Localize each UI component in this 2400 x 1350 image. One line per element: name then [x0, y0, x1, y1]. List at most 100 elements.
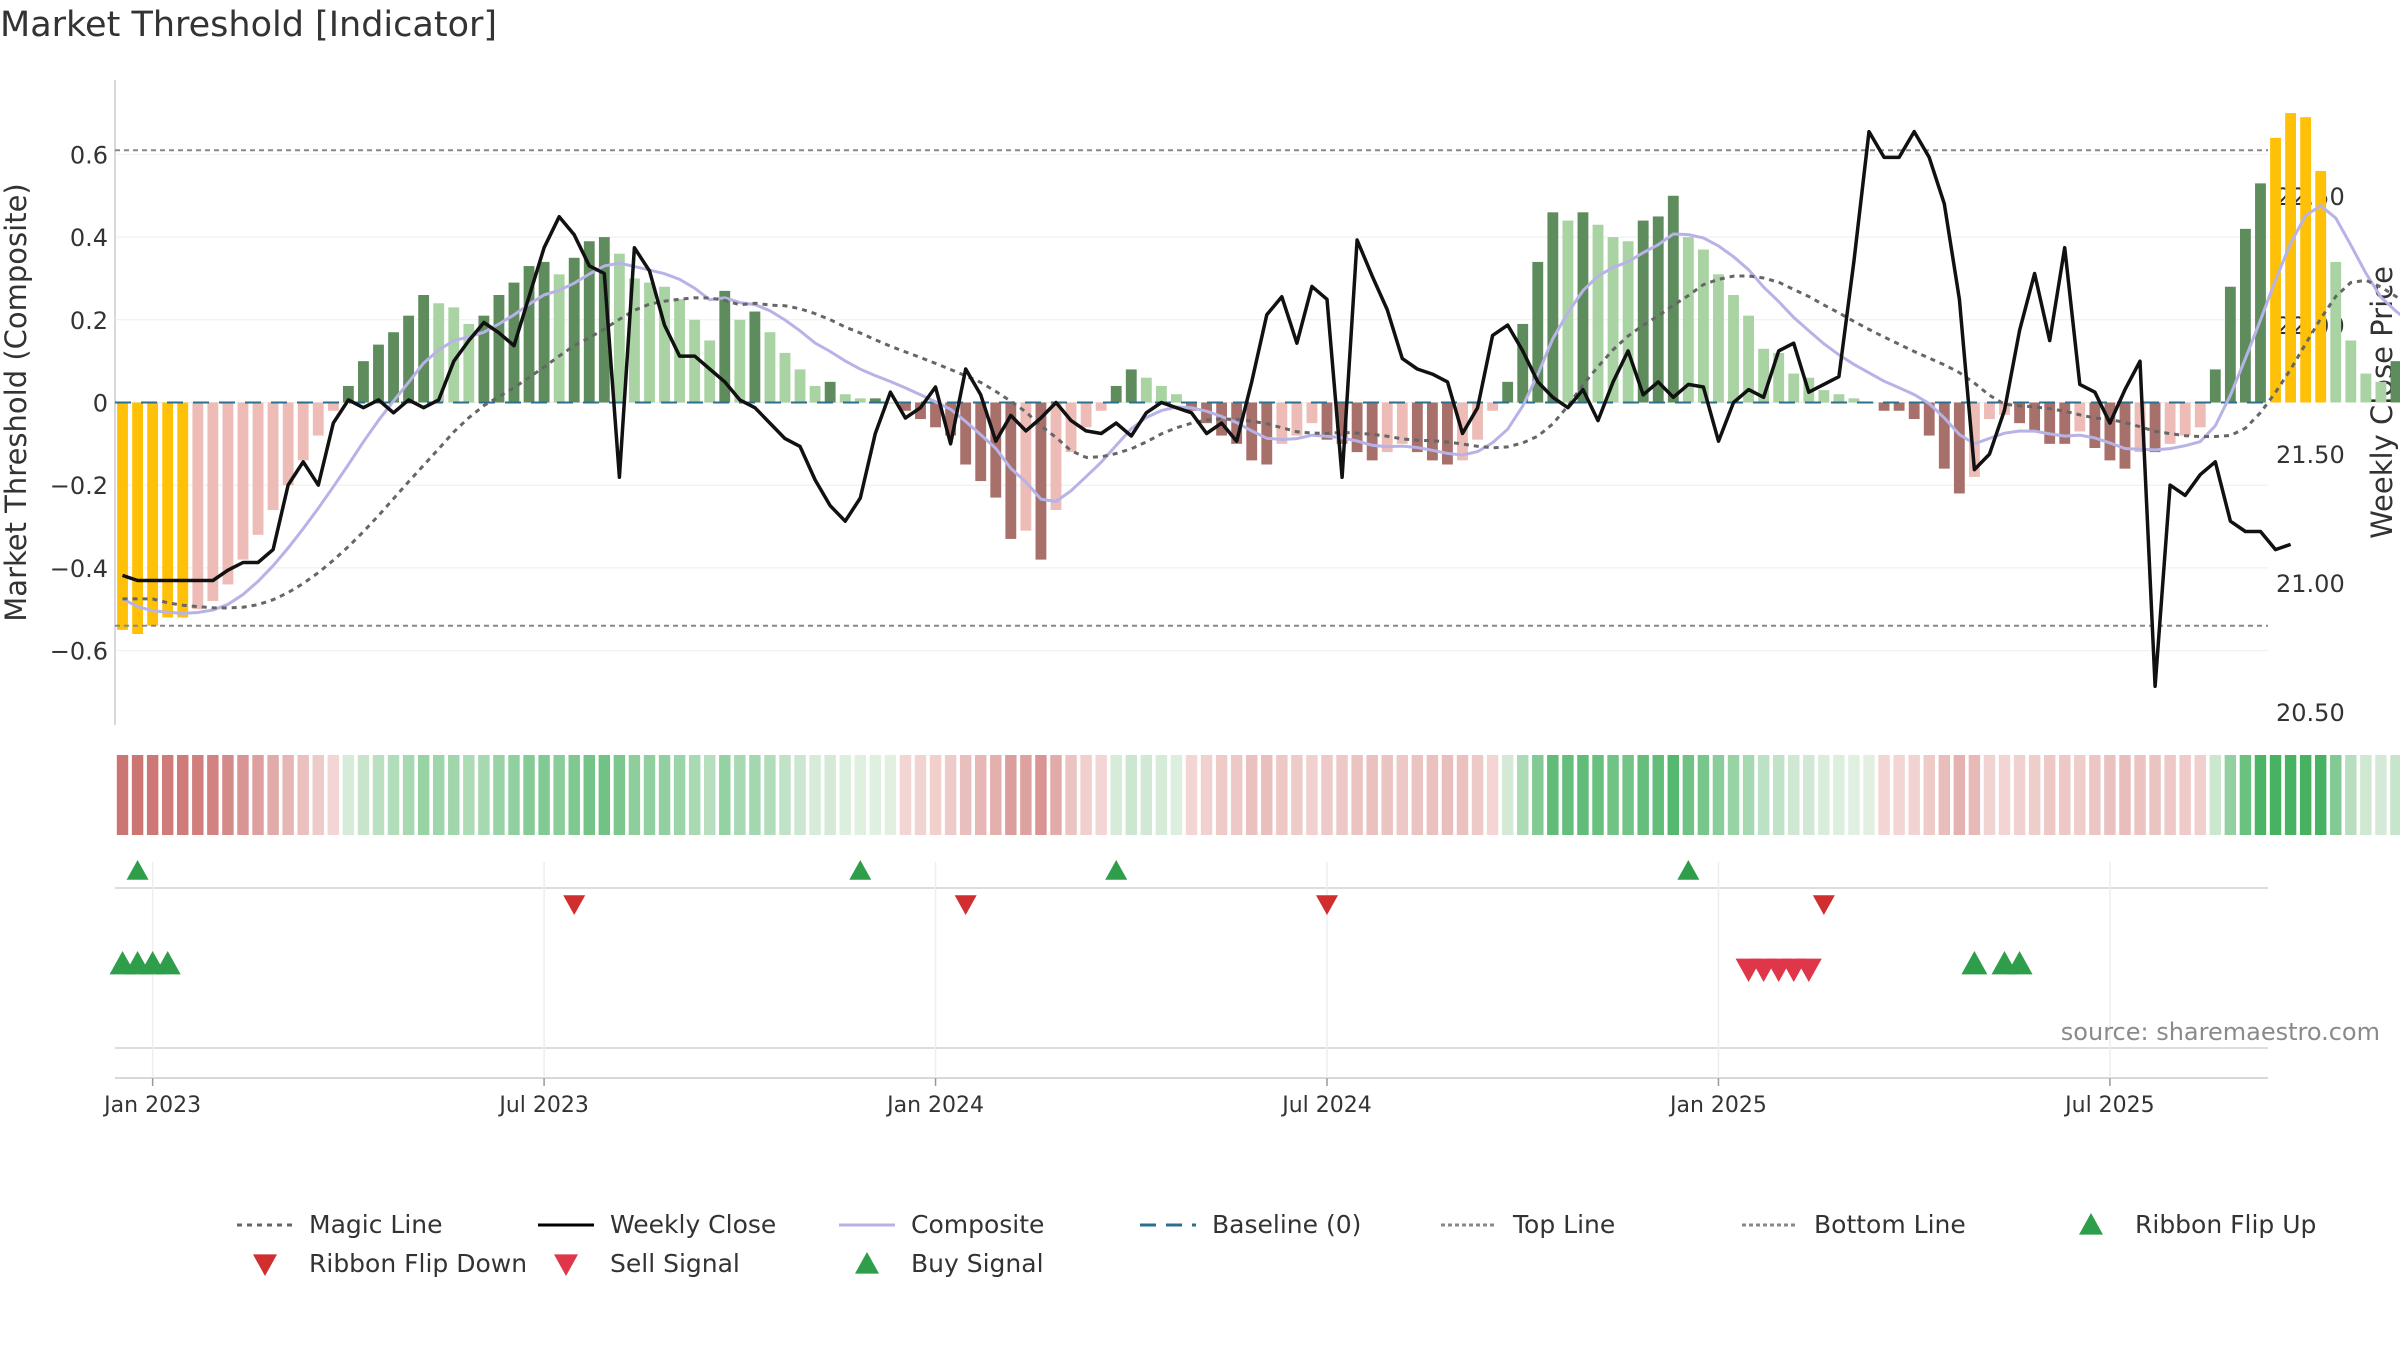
ribbon-cell — [1155, 755, 1168, 835]
ribbon-flip-down-marker — [954, 895, 977, 915]
ribbon-cell — [869, 755, 882, 835]
legend-item: Top Line — [1441, 1210, 1615, 1239]
composite-bar — [538, 261, 550, 403]
legend-label: Ribbon Flip Down — [309, 1249, 527, 1278]
composite-bar — [854, 398, 866, 403]
ribbon-cell — [1050, 755, 1062, 835]
composite-bar — [1984, 402, 1995, 420]
composite-bar — [1728, 295, 1739, 403]
composite-bar — [1622, 241, 1634, 403]
composite-bar — [1171, 394, 1182, 403]
ribbon-cell — [1486, 755, 1499, 835]
ribbon-cell — [131, 755, 144, 835]
composite-bar — [1607, 237, 1619, 403]
ribbon-cell — [643, 755, 656, 835]
ribbon-cell — [1953, 755, 1966, 835]
composite-bar — [147, 402, 159, 626]
legend-label: Baseline (0) — [1212, 1210, 1361, 1239]
composite-bar — [1923, 402, 1935, 436]
ribbon-cell — [1697, 755, 1710, 835]
ribbon-cell — [1878, 755, 1890, 835]
composite-bar — [1532, 261, 1544, 403]
ribbon-cell — [1471, 755, 1484, 835]
composite-line — [121, 203, 2400, 615]
composite-bar — [1878, 402, 1890, 411]
legend-label: Bottom Line — [1814, 1210, 1966, 1239]
ribbon-cell — [2360, 755, 2372, 835]
ribbon-cell — [1712, 755, 1725, 835]
y-tick-left-label: −0.2 — [50, 472, 108, 500]
ribbon-cell — [493, 755, 505, 835]
composite-bar — [734, 319, 746, 403]
composite-bar — [1276, 402, 1288, 444]
composite-bar — [1637, 220, 1649, 403]
composite-bar — [1893, 402, 1905, 411]
ribbon-cell — [1788, 755, 1800, 835]
y-tick-right-label: 21.00 — [2276, 570, 2345, 598]
composite-bar — [960, 402, 972, 465]
composite-bar — [2029, 402, 2041, 432]
composite-bar — [1306, 402, 1318, 424]
composite-bar — [2104, 402, 2116, 461]
sell-signal-marker — [1795, 958, 1822, 982]
ribbon-cell — [944, 755, 957, 835]
ribbon-cell — [1351, 755, 1363, 835]
composite-bar — [1381, 402, 1393, 453]
composite-bar — [1080, 402, 1092, 428]
ribbon-cell — [1532, 755, 1544, 835]
composite-bar — [2179, 402, 2191, 436]
ribbon-cell — [1742, 755, 1755, 835]
ribbon-cell — [553, 755, 565, 835]
composite-bar — [1547, 212, 1559, 403]
ribbon-cell — [809, 755, 821, 835]
ribbon-cell — [2390, 755, 2400, 835]
x-tick-label: Jan 2024 — [885, 1093, 984, 1118]
composite-bar — [493, 295, 505, 403]
ribbon-cell — [402, 755, 415, 835]
ribbon-cell — [1908, 755, 1920, 835]
ribbon-cell — [929, 755, 942, 835]
ribbon-cell — [1125, 755, 1137, 835]
legend-label: Magic Line — [309, 1210, 443, 1239]
composite-bar — [1396, 402, 1408, 444]
signal-panel: Jan 2023 Jul 2023 Jan 2024 Jul 2024 Jan 2025… — [102, 860, 2268, 1118]
ribbon-cell — [2028, 755, 2041, 835]
ribbon-cell — [1547, 755, 1559, 835]
composite-bar — [117, 402, 128, 630]
composite-bar — [764, 332, 776, 403]
ribbon-cell — [1577, 755, 1589, 835]
ribbon-cell — [161, 755, 174, 835]
ribbon-cell — [2375, 755, 2387, 835]
composite-bar — [1155, 385, 1167, 403]
legend-label: Weekly Close — [610, 1210, 776, 1239]
ribbon-cell — [2134, 755, 2146, 835]
ribbon-panel — [116, 755, 2400, 835]
x-tick-label: Jan 2023 — [102, 1093, 201, 1118]
ribbon-cell — [1983, 755, 1996, 835]
ribbon-cell — [1306, 755, 1318, 835]
composite-bar — [192, 402, 204, 610]
composite-bar — [1833, 394, 1845, 403]
ribbon-cell — [1276, 755, 1288, 835]
composite-bar — [297, 402, 309, 461]
ribbon-cell — [1321, 755, 1333, 835]
ribbon-cell — [974, 755, 987, 835]
y-tick-right-label: 21.50 — [2276, 441, 2345, 469]
ribbon-cell — [342, 755, 355, 835]
legend-item: Magic Line — [237, 1210, 443, 1239]
ribbon-cell — [432, 755, 445, 835]
ribbon-cell — [1366, 755, 1378, 835]
composite-bar — [207, 402, 219, 601]
y-tick-left-label: 0 — [93, 390, 108, 418]
y-tick-left-label: −0.4 — [50, 555, 108, 583]
composite-bar — [2209, 369, 2221, 403]
composite-bar — [1366, 402, 1378, 461]
x-tick-label: Jul 2024 — [1280, 1093, 1372, 1118]
composite-bar — [839, 394, 851, 403]
main-panel: 0.60.40.20−0.2−0.4−0.622.5022.0021.5021.… — [50, 80, 2400, 727]
ribbon-flip-down-marker — [1316, 895, 1339, 915]
composite-bar — [1426, 402, 1438, 461]
ribbon-cell — [312, 755, 324, 835]
composite-bar — [719, 290, 731, 403]
ribbon-cell — [899, 755, 912, 835]
